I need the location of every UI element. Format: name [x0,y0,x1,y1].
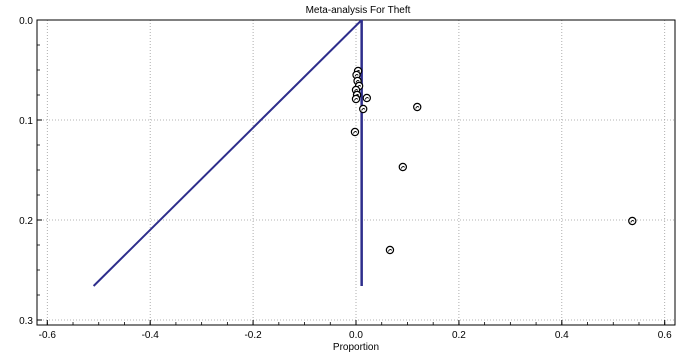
data-point [350,127,360,137]
data-points [350,66,637,255]
funnel-lines [92,19,363,287]
data-point [628,216,637,226]
x-tick-label: -0.2 [244,330,262,341]
y-tick-label: 0.2 [19,216,33,227]
data-point [359,104,368,114]
data-point [352,70,361,80]
x-tick-label: 0.2 [452,330,466,341]
data-point [351,94,361,104]
data-point [362,93,372,103]
data-point [413,102,422,112]
chart-title: Meta-analysis For Theft [306,5,411,16]
y-tick-label: 0.3 [19,316,33,327]
y-tick-label: 0.1 [19,116,33,127]
x-axis-label: Proportion [333,342,379,353]
x-tick-label: 0.4 [555,330,569,341]
x-tick-label: 0.6 [658,330,672,341]
x-axis: -0.6 -0.4 -0.2 0.0 0.2 0.4 0.6 [39,320,672,341]
grid-lines [37,19,675,325]
y-axis: 0.0 0.1 0.2 0.3 [19,16,42,327]
data-point [398,162,408,172]
data-point [385,245,395,255]
x-tick-label: 0.0 [349,330,363,341]
x-tick-label: -0.6 [39,330,57,341]
x-tick-label: -0.4 [142,330,160,341]
y-tick-label: 0.0 [19,16,33,27]
funnel-left-line [92,19,363,287]
